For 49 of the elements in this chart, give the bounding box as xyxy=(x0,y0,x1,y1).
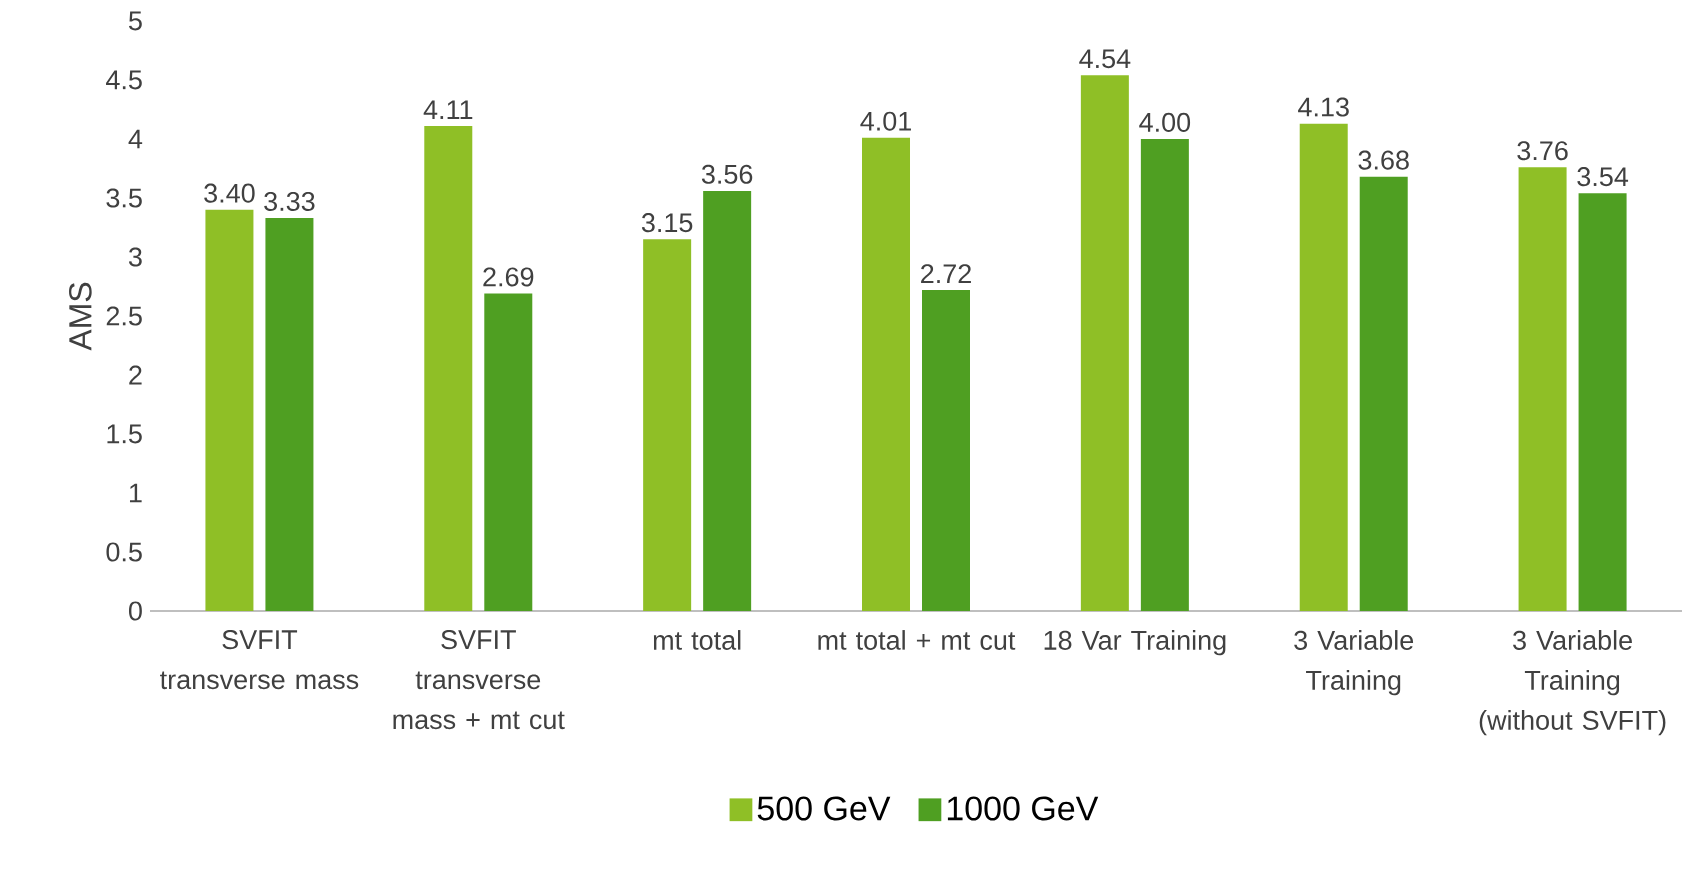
y-tick-label: 4 xyxy=(128,129,143,149)
bar xyxy=(265,218,314,611)
y-axis-title: AMS xyxy=(69,282,92,351)
bar xyxy=(922,290,970,611)
bar xyxy=(205,209,254,611)
data-label: 2.69 xyxy=(483,267,534,287)
data-label: 3.68 xyxy=(1358,150,1409,170)
y-tick-label: 3.5 xyxy=(106,188,142,208)
x-tick-label: SVFIT transverse mass + mt cut xyxy=(393,630,565,730)
data-label: 3.40 xyxy=(204,183,255,203)
legend-label: 1000 GeV xyxy=(947,796,1099,821)
data-label: 3.54 xyxy=(1577,167,1629,187)
data-label: 4.01 xyxy=(860,111,911,131)
data-label: 4.54 xyxy=(1079,49,1131,69)
legend-label: 500 GeV xyxy=(757,796,891,821)
bar xyxy=(1359,176,1408,611)
bar xyxy=(1299,123,1348,611)
data-label: 4.13 xyxy=(1298,97,1349,117)
y-tick-label: 2 xyxy=(129,365,142,385)
y-tick-label: 4.5 xyxy=(106,70,142,90)
bar xyxy=(1518,167,1567,611)
bar xyxy=(424,126,473,611)
bar xyxy=(1140,139,1189,611)
data-label: 2.72 xyxy=(921,264,971,283)
x-tick-label: 3 Variable Training (without SVFIT) xyxy=(1479,630,1666,736)
x-tick-label: 3 Variable Training xyxy=(1294,630,1414,696)
y-tick-label: 2.5 xyxy=(106,306,142,326)
data-label: 4.00 xyxy=(1139,112,1191,132)
data-label: 4.11 xyxy=(423,100,473,119)
y-tick-label: 1.5 xyxy=(107,424,142,444)
bar xyxy=(703,190,752,611)
x-tick-label: mt total xyxy=(653,630,741,650)
y-tick-label: 0 xyxy=(128,601,142,621)
bar xyxy=(1578,193,1627,611)
data-label: 3.33 xyxy=(264,191,315,211)
bar xyxy=(484,293,533,611)
data-label: 3.15 xyxy=(641,213,693,233)
y-tick-label: 3 xyxy=(128,247,142,267)
bar xyxy=(862,137,910,611)
y-tick-label: 1 xyxy=(129,483,142,503)
y-tick-label: 5 xyxy=(128,11,142,31)
bar xyxy=(1080,75,1129,611)
x-tick-label: mt total + mt cut xyxy=(818,630,1016,650)
x-tick-label: SVFIT transverse mass xyxy=(160,630,359,690)
data-label: 3.76 xyxy=(1517,141,1568,161)
x-tick-label: 18 Var Training xyxy=(1044,630,1226,656)
bar xyxy=(643,239,692,611)
y-tick-label: 0.5 xyxy=(106,542,142,562)
data-label: 3.56 xyxy=(701,164,753,184)
